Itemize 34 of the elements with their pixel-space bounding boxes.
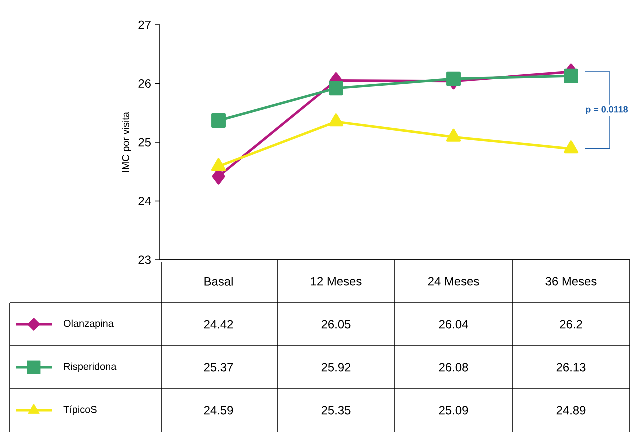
y-axis-title: IMC por visita xyxy=(122,112,132,172)
data-label: 26.04 xyxy=(439,320,468,329)
legend-label: Risperidona xyxy=(64,362,117,372)
point xyxy=(212,113,226,128)
legend-label: TípicoS xyxy=(64,406,97,415)
legend-label: Olanzapina xyxy=(64,320,114,329)
data-label: 26.2 xyxy=(560,320,582,329)
point xyxy=(446,72,461,86)
point xyxy=(211,158,226,172)
data-label: 26.08 xyxy=(439,363,468,372)
point xyxy=(329,81,344,96)
x-tick-label: 24 Meses xyxy=(428,277,480,286)
y-tick-label: 26 xyxy=(138,79,151,88)
x-tick-label: Basal xyxy=(204,276,233,286)
annotation: p = 0.0118 xyxy=(586,106,628,114)
x-tick-label: 36 Meses xyxy=(546,277,597,286)
y-tick-label: 23 xyxy=(138,256,151,264)
y-tick-label: 24 xyxy=(138,196,152,206)
x-tick-label: 12 Meses xyxy=(311,277,362,286)
data-label: 26.05 xyxy=(322,320,351,329)
data-label: 25.35 xyxy=(322,406,351,415)
point xyxy=(564,140,579,154)
data-label: 24.89 xyxy=(556,406,586,415)
point xyxy=(446,128,462,142)
data-label: 25.37 xyxy=(204,363,234,372)
data-label: 24.59 xyxy=(204,406,234,415)
data-label: 25.09 xyxy=(439,406,468,415)
data-label: 25.92 xyxy=(322,363,351,372)
point xyxy=(328,114,344,126)
y-tick-label: 25 xyxy=(138,138,151,147)
y-tick-label: 27 xyxy=(138,20,151,29)
data-label: 26.13 xyxy=(556,363,586,372)
data-label: 24.42 xyxy=(204,320,234,328)
point xyxy=(564,68,578,84)
